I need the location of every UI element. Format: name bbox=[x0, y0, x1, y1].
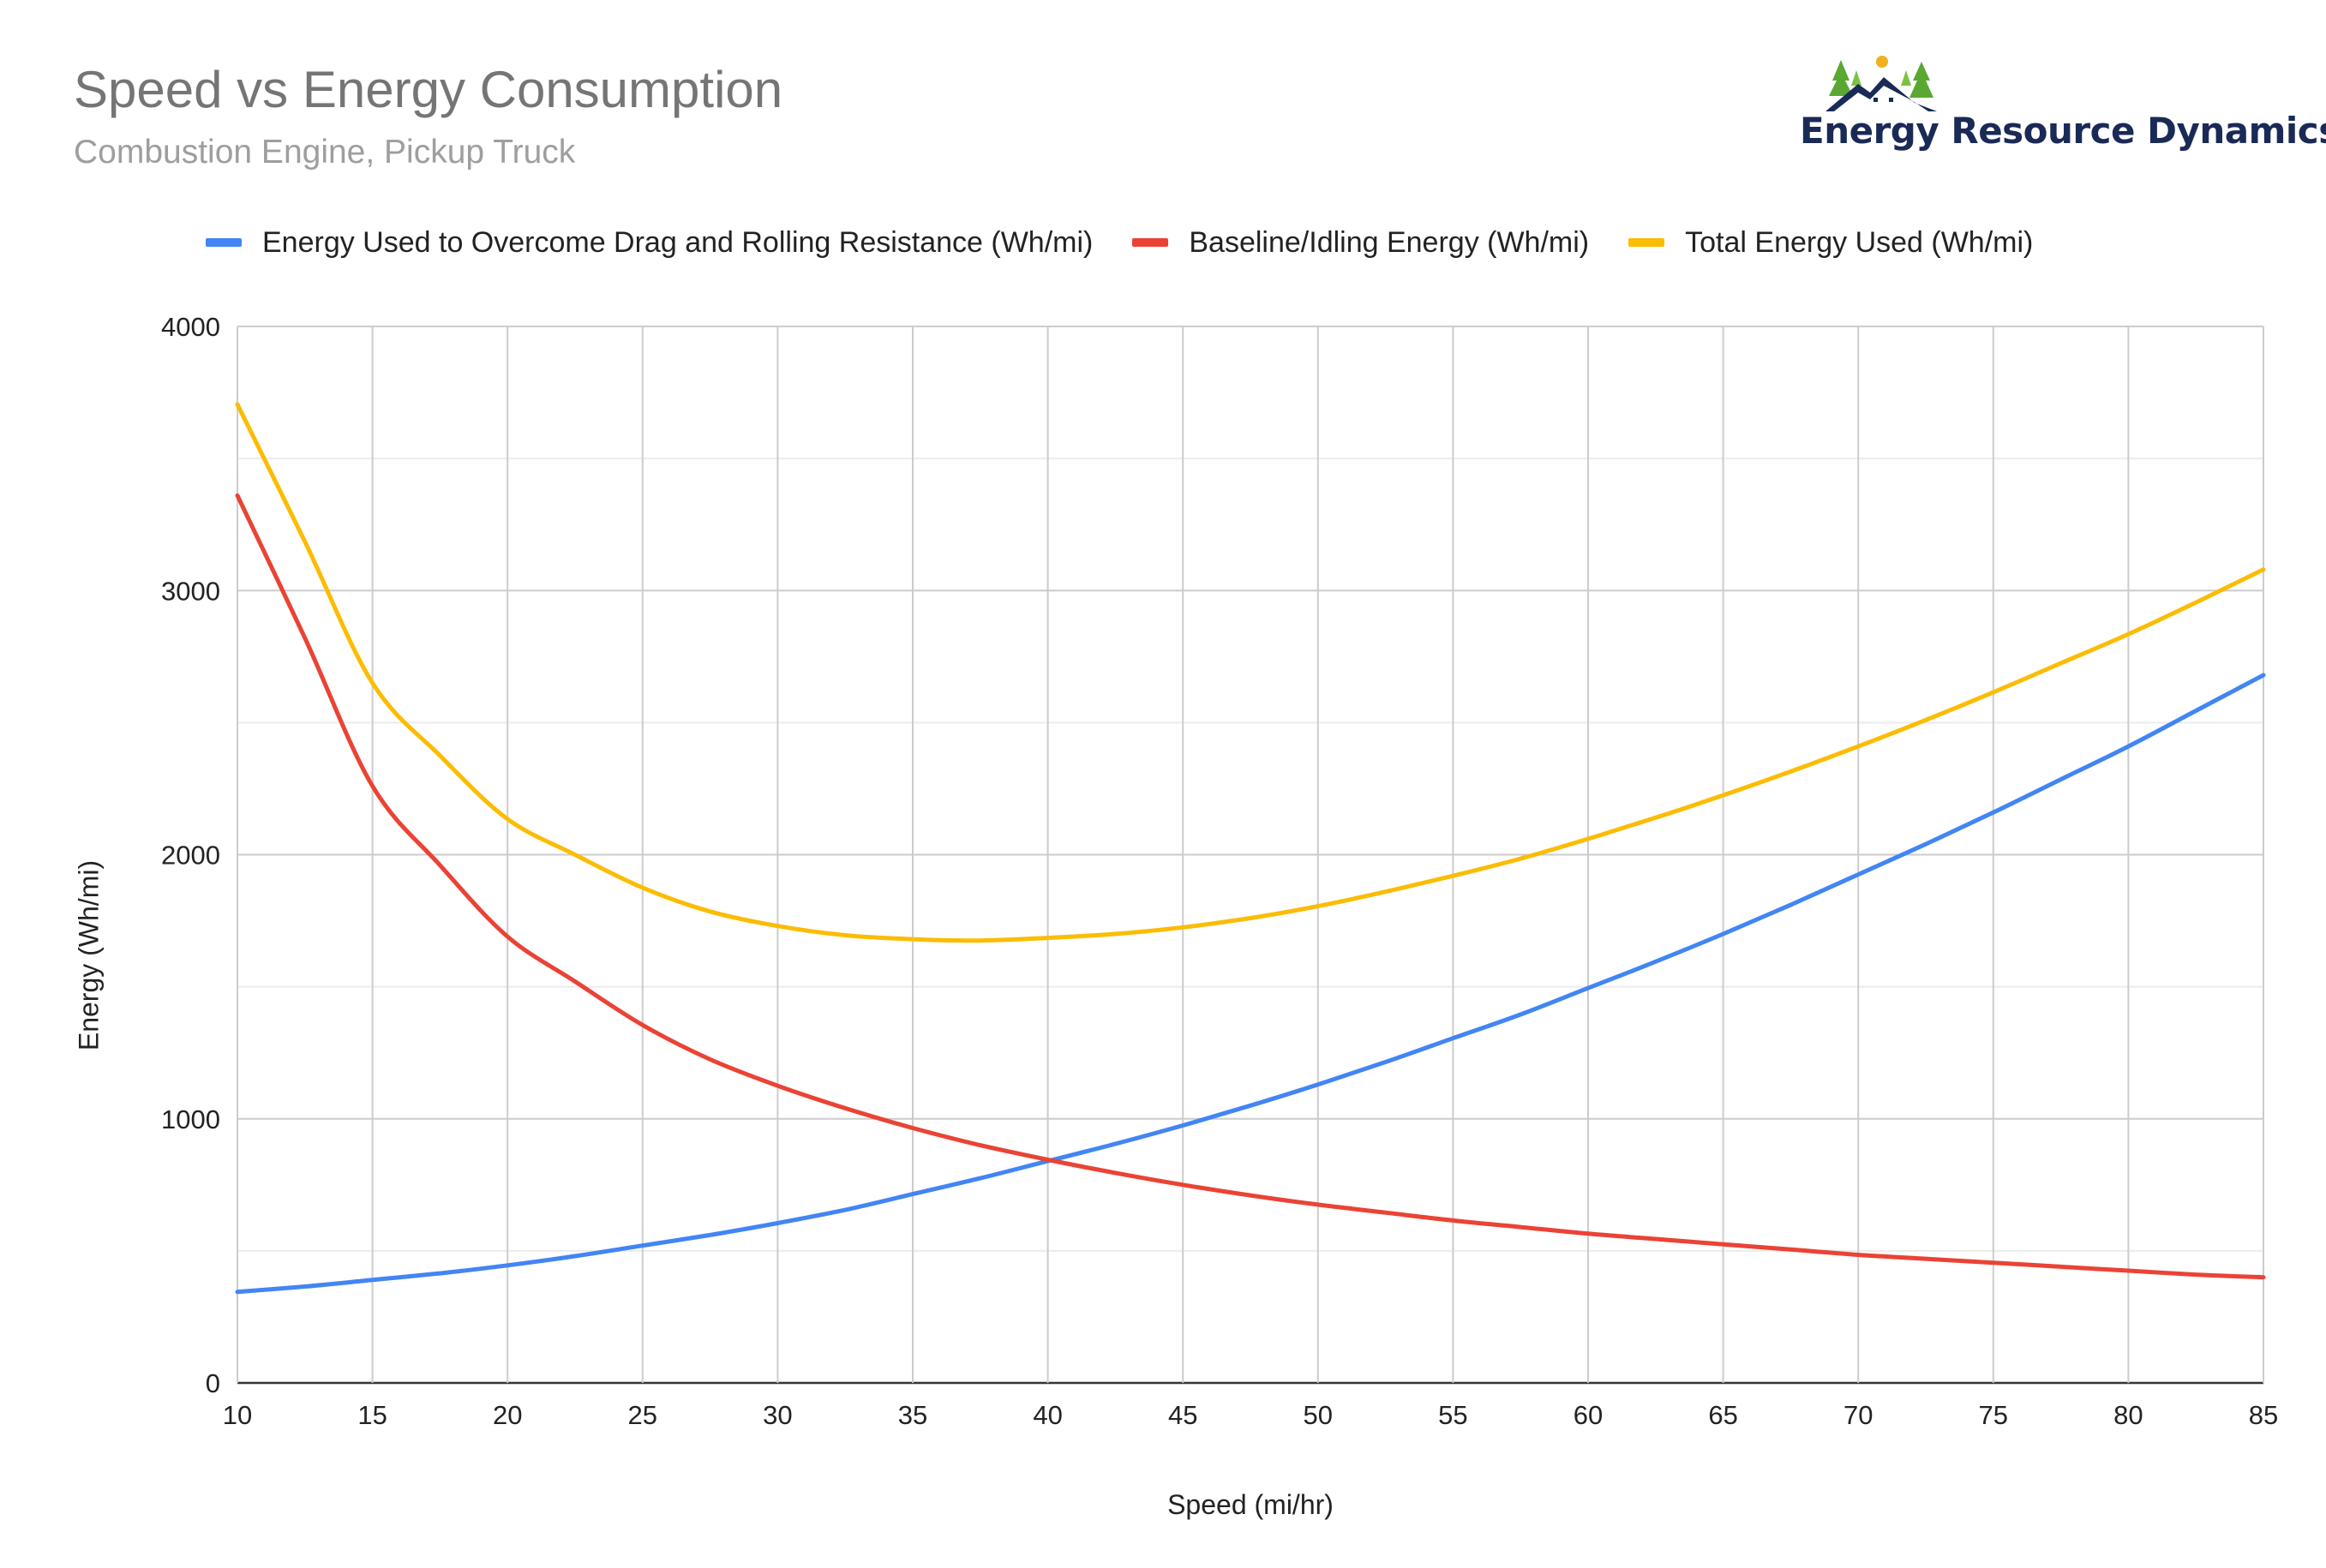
chart-subtitle: Combustion Engine, Pickup Truck bbox=[74, 134, 576, 171]
legend-swatch-total bbox=[1628, 238, 1665, 247]
x-tick-label: 70 bbox=[1843, 1400, 1873, 1430]
house-trees-sun-logo-icon bbox=[1825, 56, 1937, 111]
x-tick-label: 30 bbox=[763, 1400, 792, 1430]
x-tick-label: 65 bbox=[1708, 1400, 1737, 1430]
legend-label-baseline: Baseline/Idling Energy (Wh/mi) bbox=[1189, 225, 1590, 259]
x-tick-label: 10 bbox=[223, 1400, 252, 1430]
y-tick-label: 2000 bbox=[161, 841, 220, 871]
logo-text: Energy Resource Dynamics bbox=[1800, 110, 2326, 152]
legend-swatch-drag bbox=[206, 238, 242, 247]
y-tick-label: 1000 bbox=[161, 1104, 220, 1134]
y-tick-label: 4000 bbox=[161, 312, 220, 342]
legend-label-drag: Energy Used to Overcome Drag and Rolling… bbox=[262, 225, 1094, 259]
y-axis-label: Energy (Wh/mi) bbox=[73, 859, 105, 1051]
chart-legend: Energy Used to Overcome Drag and Rolling… bbox=[206, 221, 2072, 264]
series-line-drag bbox=[235, 673, 2266, 1295]
legend-swatch-baseline bbox=[1132, 238, 1169, 247]
x-tick-label: 45 bbox=[1168, 1400, 1197, 1430]
legend-item-drag: Energy Used to Overcome Drag and Rolling… bbox=[206, 226, 1093, 260]
x-tick-label: 15 bbox=[357, 1400, 387, 1430]
chart-title: Speed vs Energy Consumption bbox=[74, 61, 783, 118]
series-line-baseline bbox=[235, 493, 2266, 1280]
x-tick-label: 20 bbox=[493, 1400, 522, 1430]
x-tick-label: 75 bbox=[1979, 1400, 2008, 1430]
x-tick-label: 85 bbox=[2249, 1400, 2278, 1430]
x-tick-label: 25 bbox=[628, 1400, 657, 1430]
x-axis-label: Speed (mi/hr) bbox=[1167, 1489, 1334, 1520]
x-tick-label: 60 bbox=[1574, 1400, 1603, 1430]
legend-label-total: Total Energy Used (Wh/mi) bbox=[1685, 225, 2034, 259]
x-tick-label: 50 bbox=[1304, 1400, 1333, 1430]
x-tick-label: 55 bbox=[1438, 1400, 1467, 1430]
y-tick-label: 0 bbox=[206, 1368, 220, 1398]
series-line-total bbox=[235, 402, 2266, 943]
x-tick-label: 35 bbox=[898, 1400, 927, 1430]
legend-item-total: Total Energy Used (Wh/mi) bbox=[1628, 226, 2033, 260]
y-tick-label: 3000 bbox=[161, 576, 220, 606]
legend-item-baseline: Baseline/Idling Energy (Wh/mi) bbox=[1132, 226, 1589, 260]
x-tick-label: 80 bbox=[2113, 1400, 2143, 1430]
brand-logo: Energy Resource Dynamics bbox=[1800, 51, 2326, 163]
x-tick-label: 40 bbox=[1033, 1400, 1062, 1430]
